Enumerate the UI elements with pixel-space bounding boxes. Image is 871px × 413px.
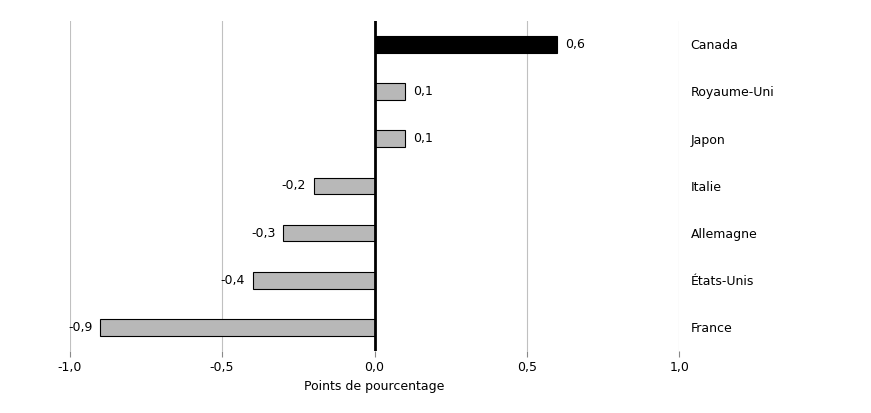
Bar [283,225,375,241]
Text: 0,6: 0,6 [565,38,585,51]
Bar [314,178,375,194]
Bar [253,272,375,289]
Text: -0,9: -0,9 [68,321,92,334]
Text: -0,4: -0,4 [220,274,245,287]
Text: 0,1: 0,1 [413,85,433,98]
Bar [375,131,405,147]
Bar [100,319,375,336]
Text: -0,2: -0,2 [281,179,306,192]
X-axis label: Points de pourcentage: Points de pourcentage [304,380,445,393]
Bar [375,36,557,52]
Text: -0,3: -0,3 [251,227,275,240]
Bar [375,83,405,100]
Text: 0,1: 0,1 [413,132,433,145]
